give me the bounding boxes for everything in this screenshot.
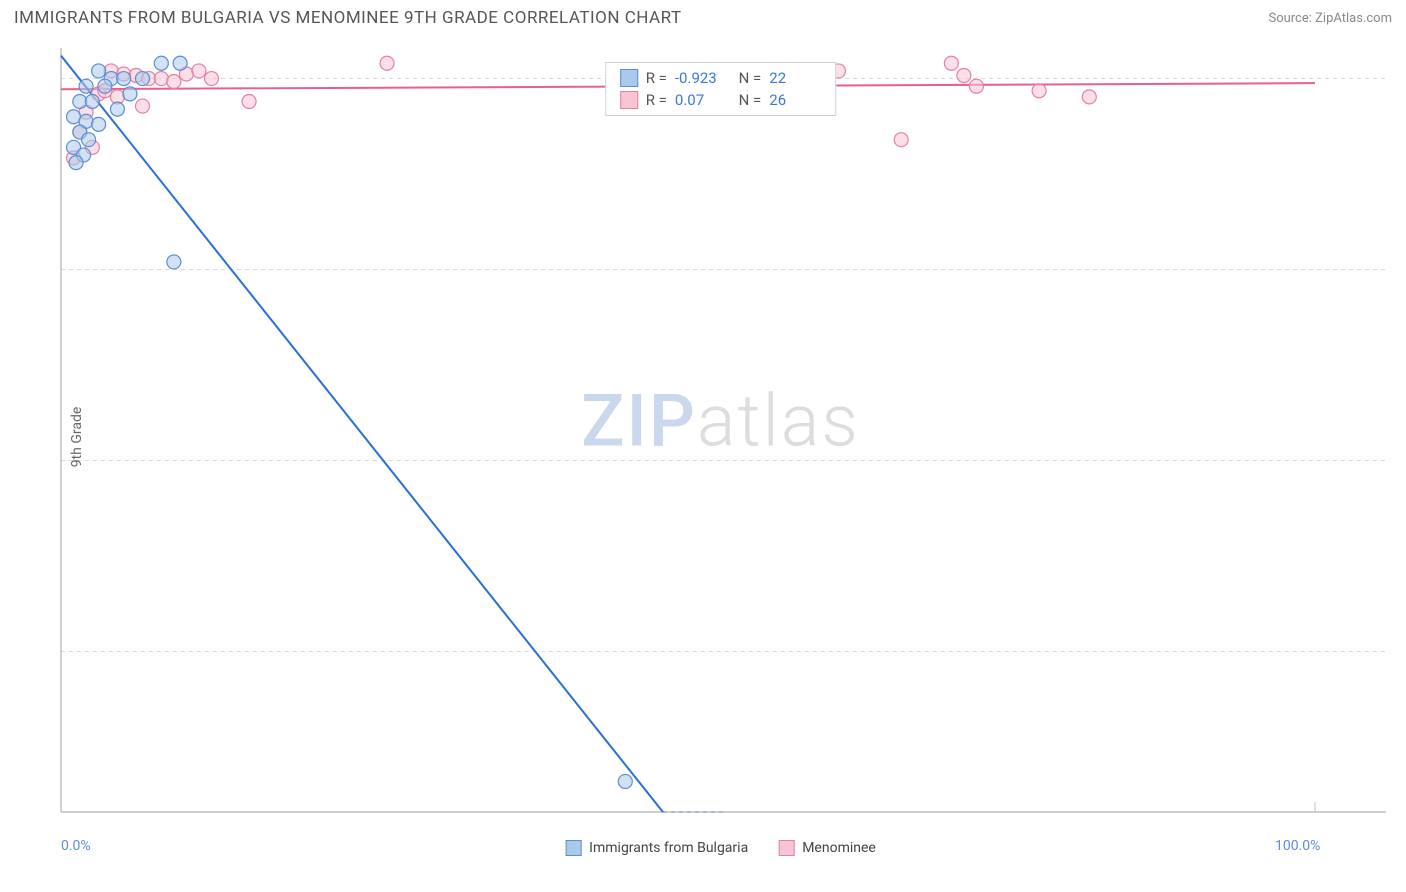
stats-n-value-a: 22	[769, 69, 821, 87]
stats-n-label-a: N =	[735, 69, 761, 87]
legend-label: Immigrants from Bulgaria	[589, 840, 748, 856]
stats-row-a: R = -0.923 N = 22	[620, 67, 822, 89]
legend-item: Immigrants from Bulgaria	[565, 840, 748, 856]
stats-r-label-b: R =	[646, 91, 667, 109]
stats-swatch-b	[620, 91, 638, 109]
y-axis-label: 9th Grade	[69, 407, 85, 468]
stats-n-value-b: 26	[769, 91, 821, 109]
stats-r-value-b: 0.07	[675, 91, 727, 109]
chart-source: Source: ZipAtlas.com	[1268, 11, 1392, 26]
x-tick-label: 0.0%	[61, 838, 91, 854]
legend-label: Menominee	[802, 840, 876, 856]
stats-row-b: R = 0.07 N = 26	[620, 89, 822, 111]
stats-box: R = -0.923 N = 22 R = 0.07 N = 26	[605, 62, 837, 116]
chart-area: 9th Grade ZIPatlas R = -0.923 N = 22 R =…	[55, 42, 1386, 832]
chart-header: IMMIGRANTS FROM BULGARIA VS MENOMINEE 9T…	[0, 0, 1406, 34]
stats-r-value-a: -0.923	[675, 69, 727, 87]
stats-swatch-a	[620, 69, 638, 87]
scatter-plot	[55, 42, 1386, 832]
legend-swatch	[778, 840, 794, 856]
stats-n-label-b: N =	[735, 91, 761, 109]
stats-r-label-a: R =	[646, 69, 667, 87]
x-tick-label: 100.0%	[1275, 838, 1320, 854]
legend-swatch	[565, 840, 581, 856]
legend-item: Menominee	[778, 840, 876, 856]
chart-title: IMMIGRANTS FROM BULGARIA VS MENOMINEE 9T…	[14, 8, 682, 28]
bottom-legend: Immigrants from Bulgaria Menominee	[565, 840, 876, 856]
